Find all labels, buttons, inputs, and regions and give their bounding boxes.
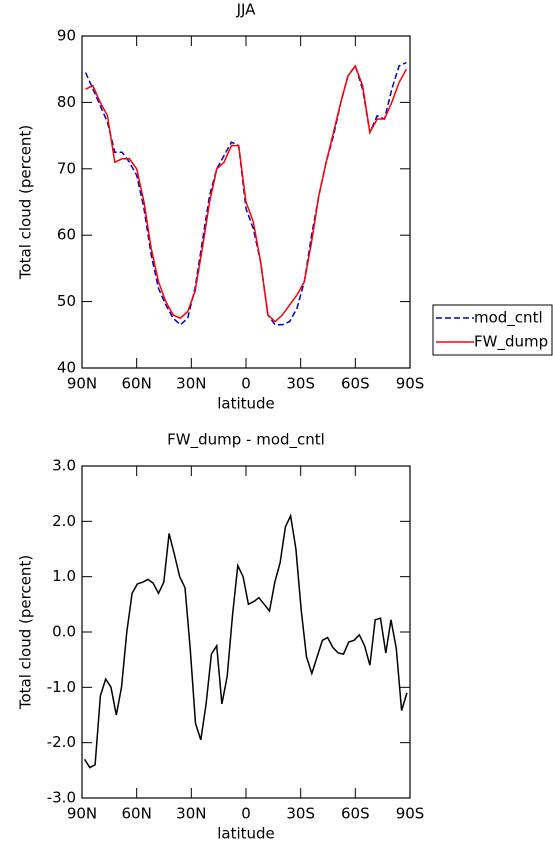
- x-tick-label: 30S: [286, 805, 315, 823]
- y-axis-label: Total cloud (percent): [17, 125, 35, 280]
- y-tick-label: 60: [57, 226, 76, 244]
- series-line: [84, 61, 407, 326]
- x-axis-label: latitude: [217, 825, 275, 843]
- y-tick-label: 40: [57, 359, 76, 377]
- y-tick-label: -2.0: [47, 733, 76, 751]
- x-tick-label: 60N: [122, 375, 152, 393]
- y-tick-label: 90: [57, 27, 76, 45]
- x-tick-label: 60S: [341, 805, 370, 823]
- x-tick-label: 30S: [286, 375, 315, 393]
- x-tick-label: 90S: [396, 805, 425, 823]
- x-tick-label: 60S: [341, 375, 370, 393]
- y-tick-label: -1.0: [47, 678, 76, 696]
- y-tick-label: -3.0: [47, 789, 76, 807]
- y-tick-label: 50: [57, 292, 76, 310]
- x-tick-label: 90N: [67, 375, 97, 393]
- x-tick-label: 30N: [176, 375, 206, 393]
- series-line: [85, 64, 408, 323]
- x-tick-label: 90S: [396, 375, 425, 393]
- y-tick-label: 80: [57, 93, 76, 111]
- y-tick-label: 2.0: [52, 512, 76, 530]
- x-tick-label: 60N: [122, 805, 152, 823]
- chart-title: JJA: [236, 1, 257, 19]
- series-line: [83, 513, 408, 769]
- plot-frame: [81, 465, 411, 799]
- x-tick-label: 0: [241, 375, 251, 393]
- y-tick-label: 70: [57, 159, 76, 177]
- y-tick-label: 3.0: [52, 457, 76, 475]
- y-axis-label: Total cloud (percent): [17, 555, 35, 710]
- x-tick-label: 30N: [176, 805, 206, 823]
- chart-title: FW_dump - mod_cntl: [167, 431, 325, 450]
- legend-label: mod_cntl: [474, 309, 543, 328]
- x-tick-label: 0: [241, 805, 251, 823]
- legend-label: FW_dump: [474, 333, 548, 352]
- x-tick-label: 90N: [67, 805, 97, 823]
- legend-box: [432, 304, 553, 356]
- y-tick-label: 1.0: [52, 567, 76, 585]
- y-tick-label: 0.0: [52, 623, 76, 641]
- x-axis-label: latitude: [217, 395, 275, 413]
